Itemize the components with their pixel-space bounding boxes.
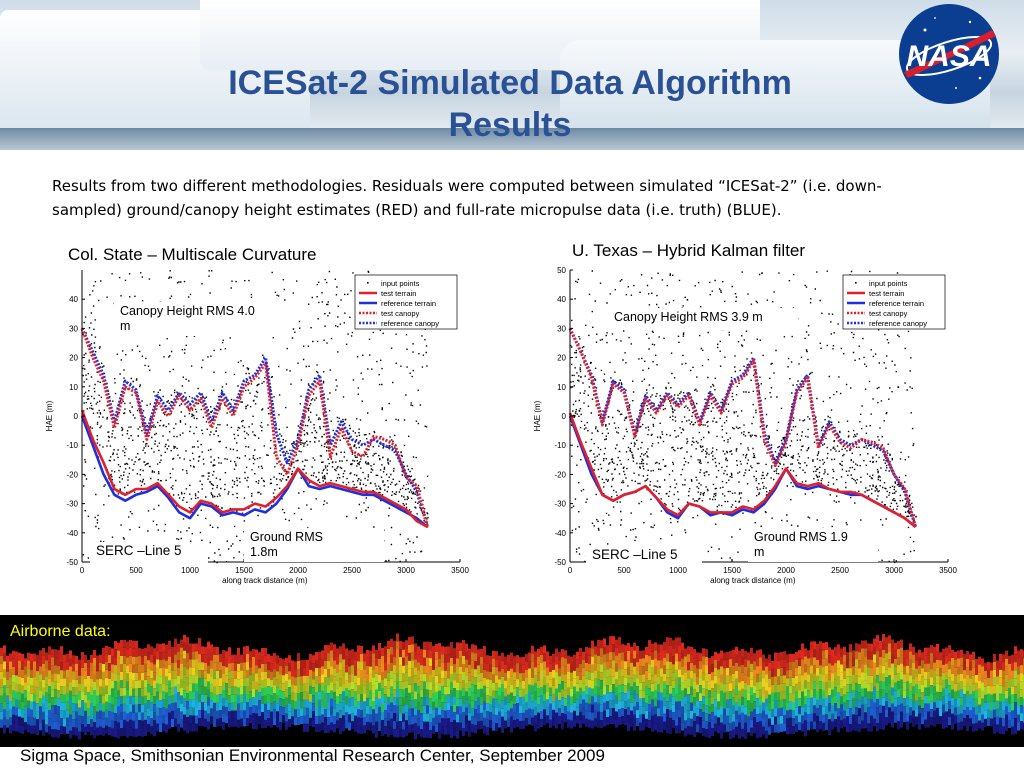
svg-text:m: m [120,319,130,333]
airborne-label: Airborne data: [10,623,111,640]
y-tick-label: -10 [66,441,78,450]
description-line-2: sampled) ground/canopy height estimates … [52,201,782,219]
x-tick-label: 1500 [723,566,741,575]
x-tick-label: 1000 [669,566,687,575]
y-tick-label: 0 [74,412,79,421]
series-line-test-canopy [80,327,430,528]
y-axis-label: HAE (m) [533,400,542,431]
x-tick-label: 3000 [397,566,415,575]
legend-entry: reference canopy [869,319,927,328]
description-line-1: Results from two different methodologies… [52,177,882,195]
title-line-1: ICESat-2 Simulated Data Algorithm [228,64,792,102]
series-line-test-terrain [80,409,429,529]
y-tick-label: 20 [557,354,566,363]
svg-text:Canopy Height RMS 4.0: Canopy Height RMS 4.0 [120,304,255,318]
legend-entry: test canopy [381,309,420,318]
legend-entry: input points [381,279,420,288]
x-tick-label: 2500 [343,566,361,575]
title-line-2: Results [448,106,572,144]
slide-title: ICESat-2 Simulated Data Algorithm Result… [130,62,890,146]
x-axis-label: along track distance (m) [222,576,308,585]
series-line-test-canopy [568,327,918,528]
svg-text:m: m [754,545,764,559]
y-tick-label: -30 [66,500,78,509]
svg-text:Ground RMS 1.9: Ground RMS 1.9 [754,530,848,544]
y-tick-label: 10 [69,383,78,392]
y-tick-label: -40 [554,529,566,538]
svg-text:NASA: NASA [906,40,991,73]
x-tick-label: 2000 [777,566,795,575]
y-tick-label: 50 [557,266,566,275]
svg-text:1.8m: 1.8m [250,545,278,559]
series-line-reference-terrain [568,415,917,529]
svg-text:SERC –Line 5: SERC –Line 5 [96,543,182,558]
y-tick-label: 30 [557,324,566,333]
airborne-lidar-image [0,615,1024,747]
x-tick-label: 2000 [289,566,307,575]
x-tick-label: 1500 [235,566,253,575]
x-tick-label: 500 [617,566,631,575]
x-tick-label: 0 [568,566,573,575]
canopy-rms-annotation: Canopy Height RMS 3.9 m [608,308,798,330]
svg-text:Canopy Height RMS 3.9 m: Canopy Height RMS 3.9 m [614,310,763,324]
svg-text:SERC –Line 5: SERC –Line 5 [592,547,678,562]
description-text: Results from two different methodologies… [52,174,982,222]
legend-entry: test canopy [869,309,908,318]
y-tick-label: 30 [69,324,78,333]
x-tick-label: 3500 [451,566,469,575]
x-axis-label: along track distance (m) [710,576,796,585]
y-axis-label: HAE (m) [45,400,54,431]
canopy-rms-annotation: Canopy Height RMS 4.0m [114,302,292,336]
y-tick-label: -40 [66,529,78,538]
y-tick-label: 20 [69,354,78,363]
x-tick-label: 3000 [885,566,903,575]
left-panel-title: Col. State – Multiscale Curvature [68,245,317,264]
y-tick-label: -50 [66,558,78,567]
y-tick-label: -30 [554,500,566,509]
series-line-test-terrain [568,412,917,529]
y-tick-label: 0 [562,412,567,421]
x-tick-label: 500 [129,566,143,575]
y-tick-label: -10 [554,441,566,450]
nasa-logo-icon: NASA [899,4,999,104]
legend-entry: test terrain [381,289,416,298]
legend-entry: reference terrain [869,299,924,308]
right-panel-title: U. Texas – Hybrid Kalman filter [572,241,806,260]
y-tick-label: 10 [557,383,566,392]
y-tick-label: -20 [554,470,566,479]
x-tick-label: 1000 [181,566,199,575]
x-tick-label: 0 [80,566,85,575]
legend-entry: input points [869,279,908,288]
y-tick-label: -20 [66,470,78,479]
y-tick-label: -50 [554,558,566,567]
legend-entry: reference canopy [381,319,439,328]
plot-left: -50 -40 -30 -20 -10 0 10 20 30 40 0 500 1000 1500 2000… [45,270,469,585]
x-tick-label: 2500 [831,566,849,575]
serc-line-annotation: SERC –Line 5 [90,542,208,564]
serc-line-annotation: SERC –Line 5 [586,546,702,566]
x-tick-label: 3500 [939,566,957,575]
ground-rms-annotation: Ground RMS 1.9m [748,528,878,562]
series-line-reference-terrain [80,415,429,529]
footer-credit: Sigma Space, Smithsonian Environmental R… [20,746,605,765]
legend-entry: reference terrain [381,299,436,308]
svg-text:Ground RMS: Ground RMS [250,530,323,544]
y-tick-label: 40 [557,295,566,304]
legend-entry: test terrain [869,289,904,298]
y-tick-label: 40 [69,295,78,304]
